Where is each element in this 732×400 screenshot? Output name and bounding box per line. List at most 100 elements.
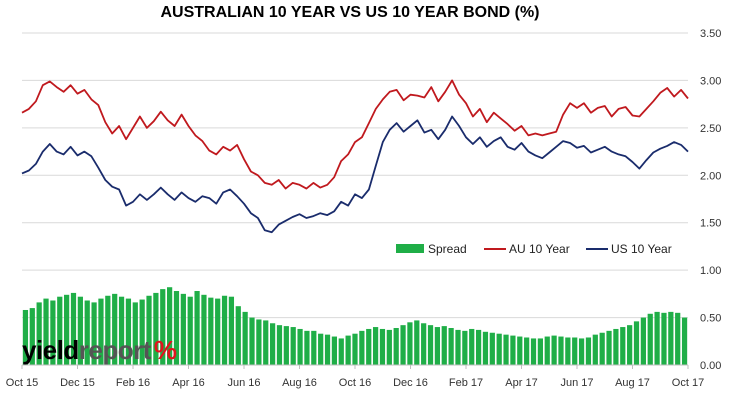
spread-bar xyxy=(43,298,49,365)
spread-bar xyxy=(372,327,379,365)
x-axis-ticks: Oct 15 Dec 15 Feb 16 Apr 16 Jun 16 Aug 16 Oct … xyxy=(6,364,704,389)
x-tick-label: Oct 15 xyxy=(6,377,38,389)
spread-bar xyxy=(654,311,660,365)
spread-bar xyxy=(50,300,56,365)
spread-bar xyxy=(139,299,145,365)
spread-bar xyxy=(228,296,235,365)
x-tick-label: Feb 17 xyxy=(449,377,483,389)
spread-bar xyxy=(297,328,303,365)
spread-bar xyxy=(386,329,392,365)
au-10-year-line xyxy=(21,79,689,190)
spread-bar xyxy=(482,331,489,365)
spread-bar xyxy=(585,337,592,365)
logo-percent-symbol: % xyxy=(153,335,177,365)
spread-bar xyxy=(537,338,543,365)
legend-swatch-spread xyxy=(396,244,424,253)
x-tick-label: Feb 16 xyxy=(116,377,150,389)
spread-bar xyxy=(572,337,578,365)
x-tick-label: Dec 16 xyxy=(393,377,428,389)
yieldreport-logo: yieldreport% xyxy=(22,335,177,365)
y-tick-label: 0.00 xyxy=(700,360,721,372)
spread-bar xyxy=(256,319,262,365)
spread-bar xyxy=(496,333,502,365)
spread-bar xyxy=(290,327,296,365)
spread-bar xyxy=(592,334,598,365)
spread-bar xyxy=(98,298,104,365)
spread-bar xyxy=(640,317,646,365)
y-tick-label: 3.00 xyxy=(700,75,721,87)
spread-bar xyxy=(503,334,509,365)
spread-bar xyxy=(627,325,633,365)
spread-bar xyxy=(269,323,276,365)
spread-bar xyxy=(379,328,386,365)
spread-bar xyxy=(475,329,482,365)
spread-bar xyxy=(249,317,255,365)
spread-bar xyxy=(606,330,612,365)
spread-bar xyxy=(551,335,557,365)
spread-bar xyxy=(112,293,118,365)
x-tick-label: Apr 16 xyxy=(172,377,204,389)
spread-bar xyxy=(173,291,180,365)
spread-bar xyxy=(22,309,29,365)
spread-bar xyxy=(118,296,125,365)
y-tick-label: 2.50 xyxy=(700,123,721,135)
spread-bar xyxy=(242,311,248,365)
spread-bar xyxy=(633,321,640,365)
x-tick-label: Oct 16 xyxy=(339,377,371,389)
spread-bar xyxy=(613,328,619,365)
spread-bar xyxy=(441,326,447,365)
spread-bar xyxy=(578,338,585,365)
y-tick-label: 3.50 xyxy=(700,28,721,40)
spread-bar xyxy=(146,295,152,365)
spread-bar xyxy=(524,337,530,365)
y-tick-label: 1.00 xyxy=(700,265,721,277)
spread-bar xyxy=(681,317,688,365)
spread-bar xyxy=(221,295,228,365)
logo-word-report: report xyxy=(78,335,152,365)
spread-bar xyxy=(530,338,537,365)
spread-bar xyxy=(318,333,324,365)
spread-bar xyxy=(421,323,427,365)
spread-bar xyxy=(276,325,283,365)
spread-bar xyxy=(160,289,166,365)
legend-label-spread: Spread xyxy=(428,242,467,256)
spread-bar xyxy=(517,336,523,365)
spread-bar xyxy=(235,306,241,365)
legend-label-au-10-year: AU 10 Year xyxy=(509,242,570,256)
spread-bar xyxy=(544,336,550,365)
spread-bar xyxy=(70,292,77,365)
x-tick-label: Oct 17 xyxy=(672,377,704,389)
spread-bar xyxy=(304,330,310,365)
y-tick-label: 2.00 xyxy=(700,170,721,182)
spread-bar xyxy=(77,296,83,365)
spread-bar xyxy=(489,332,495,365)
spread-bar xyxy=(647,313,653,365)
spread-bar xyxy=(661,312,667,365)
spread-bar xyxy=(187,296,193,365)
spread-bar xyxy=(407,322,413,365)
spread-bar xyxy=(64,294,70,365)
spread-bar xyxy=(263,320,269,365)
logo-word-yield: yield xyxy=(22,335,79,365)
spread-bar xyxy=(125,298,132,365)
spread-bar xyxy=(153,292,159,365)
spread-bar xyxy=(352,333,358,365)
y-tick-label: 0.50 xyxy=(700,313,721,325)
series-lines xyxy=(21,79,689,234)
spread-bar xyxy=(427,325,434,365)
us-10-year-line xyxy=(21,115,689,234)
spread-bar xyxy=(469,328,475,365)
spread-bar xyxy=(311,330,317,365)
spread-bar xyxy=(84,300,90,365)
y-tick-label: 1.50 xyxy=(700,218,721,230)
spread-bar xyxy=(132,302,138,365)
spread-bar xyxy=(393,328,399,365)
spread-bar xyxy=(201,294,207,365)
spread-bar xyxy=(36,302,42,365)
chart-title: AUSTRALIAN 10 YEAR VS US 10 YEAR BOND (%… xyxy=(160,4,540,21)
spread-bar xyxy=(29,308,35,365)
spread-bar xyxy=(338,338,344,365)
x-tick-label: Jun 16 xyxy=(227,377,260,389)
y-axis-ticks: 0.00 0.50 1.00 1.50 2.00 2.50 3.00 3.50 xyxy=(700,28,721,372)
spread-bar xyxy=(105,295,111,365)
